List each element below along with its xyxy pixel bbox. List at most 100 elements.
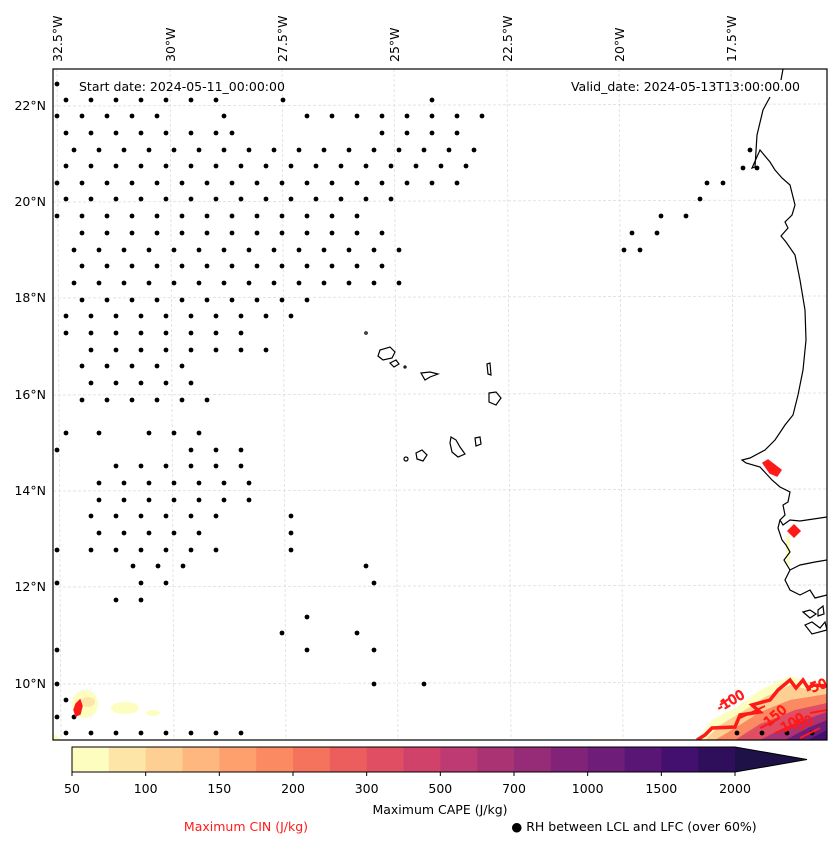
rh-dot bbox=[421, 147, 427, 153]
rh-dot bbox=[138, 730, 144, 736]
rh-dot bbox=[188, 380, 194, 386]
rh-dot bbox=[63, 330, 69, 336]
rh-dot bbox=[138, 97, 144, 103]
rh-dot bbox=[129, 263, 135, 269]
rh-dot bbox=[146, 497, 152, 503]
rh-dot bbox=[454, 130, 460, 136]
rh-dot bbox=[54, 81, 60, 87]
rh-dot bbox=[130, 563, 136, 569]
rh-dot bbox=[404, 130, 410, 136]
rh-dot bbox=[138, 513, 144, 519]
rh-dot bbox=[221, 113, 227, 119]
rh-dot bbox=[138, 313, 144, 319]
rh-dot bbox=[71, 280, 77, 286]
rh-dot bbox=[104, 113, 110, 119]
cape-patch-sw-core bbox=[81, 697, 95, 707]
colorbar-bin bbox=[145, 747, 183, 772]
rh-dot bbox=[263, 196, 269, 202]
rh-dot bbox=[396, 247, 402, 253]
rh-dot bbox=[63, 313, 69, 319]
colorbar-tick-label: 1000 bbox=[572, 781, 604, 796]
lat-gridline bbox=[53, 584, 827, 588]
rh-dot bbox=[88, 163, 94, 169]
rh-dot bbox=[371, 681, 377, 687]
lon-tick-label: 30°W bbox=[163, 27, 178, 62]
rh-dot bbox=[471, 147, 477, 153]
rh-stipple-dots bbox=[54, 81, 815, 736]
rh-dot bbox=[63, 97, 69, 103]
colorbar-bin bbox=[698, 747, 736, 772]
rh-dot bbox=[54, 547, 60, 553]
rh-dot bbox=[163, 347, 169, 353]
rh-dot bbox=[146, 280, 152, 286]
latitude-tick-labels: 22°N 20°N 18°N 16°N 14°N 12°N 10°N bbox=[14, 98, 46, 691]
rh-dot bbox=[413, 163, 419, 169]
rh-dot bbox=[54, 714, 60, 720]
rh-dot bbox=[96, 247, 102, 253]
rh-dot bbox=[221, 480, 227, 486]
colorbar-tick-label: 1500 bbox=[645, 781, 677, 796]
cin-contour-sw bbox=[73, 698, 83, 718]
rh-dot bbox=[79, 180, 85, 186]
rh-dot bbox=[213, 330, 219, 336]
rh-dot bbox=[138, 547, 144, 553]
rh-dot bbox=[329, 230, 335, 236]
rh-dot bbox=[88, 313, 94, 319]
island-dot bbox=[403, 365, 407, 369]
colorbar-bin bbox=[477, 747, 515, 772]
cin-contour-gambia bbox=[786, 523, 802, 539]
rh-dot bbox=[138, 463, 144, 469]
coastline-africa-north bbox=[740, 69, 827, 526]
rh-dot bbox=[63, 163, 69, 169]
colorbar-bin bbox=[72, 747, 110, 772]
rh-dot bbox=[88, 97, 94, 103]
rh-dot bbox=[113, 97, 119, 103]
rh-dot bbox=[171, 480, 177, 486]
island-sao-nicolau bbox=[420, 371, 441, 381]
rh-dot bbox=[54, 580, 60, 586]
island-sao-vicente bbox=[388, 359, 400, 368]
rh-dot bbox=[104, 263, 110, 269]
rh-dot bbox=[754, 165, 760, 171]
colorbar-bin bbox=[293, 747, 331, 772]
rh-dot bbox=[404, 113, 410, 119]
rh-dot bbox=[271, 280, 277, 286]
coastline-bijagos-islands bbox=[801, 604, 827, 635]
rh-dot bbox=[179, 297, 185, 303]
rh-dot bbox=[213, 163, 219, 169]
rh-dot bbox=[213, 513, 219, 519]
rh-dot bbox=[229, 297, 235, 303]
rh-dot bbox=[129, 230, 135, 236]
rh-dot bbox=[154, 213, 160, 219]
rh-dot bbox=[329, 180, 335, 186]
rh-dot bbox=[54, 213, 60, 219]
rh-dot bbox=[288, 530, 294, 536]
rh-dot bbox=[113, 130, 119, 136]
rh-dot bbox=[138, 380, 144, 386]
rh-dot bbox=[254, 263, 260, 269]
rh-dot bbox=[129, 180, 135, 186]
rh-dot bbox=[171, 497, 177, 503]
rh-dot bbox=[63, 730, 69, 736]
lat-tick-label: 16°N bbox=[14, 387, 46, 402]
cape-patch-sw-3 bbox=[146, 710, 160, 716]
rh-dot bbox=[146, 530, 152, 536]
rh-dot bbox=[104, 213, 110, 219]
rh-dot bbox=[113, 597, 119, 603]
rh-dot bbox=[704, 180, 710, 186]
rh-dot bbox=[163, 580, 169, 586]
rh-dot bbox=[263, 163, 269, 169]
rh-dot bbox=[321, 247, 327, 253]
rh-dot bbox=[188, 447, 194, 453]
lon-gridline bbox=[506, 69, 512, 740]
rh-dot bbox=[371, 280, 377, 286]
rh-dot bbox=[163, 730, 169, 736]
lat-gridline bbox=[53, 392, 827, 396]
rh-dot bbox=[246, 497, 252, 503]
rh-dot bbox=[63, 130, 69, 136]
rh-dot bbox=[296, 147, 302, 153]
rh-dot bbox=[54, 180, 60, 186]
rh-dot bbox=[188, 330, 194, 336]
colorbar-bin bbox=[256, 747, 294, 772]
rh-dot bbox=[180, 563, 186, 569]
